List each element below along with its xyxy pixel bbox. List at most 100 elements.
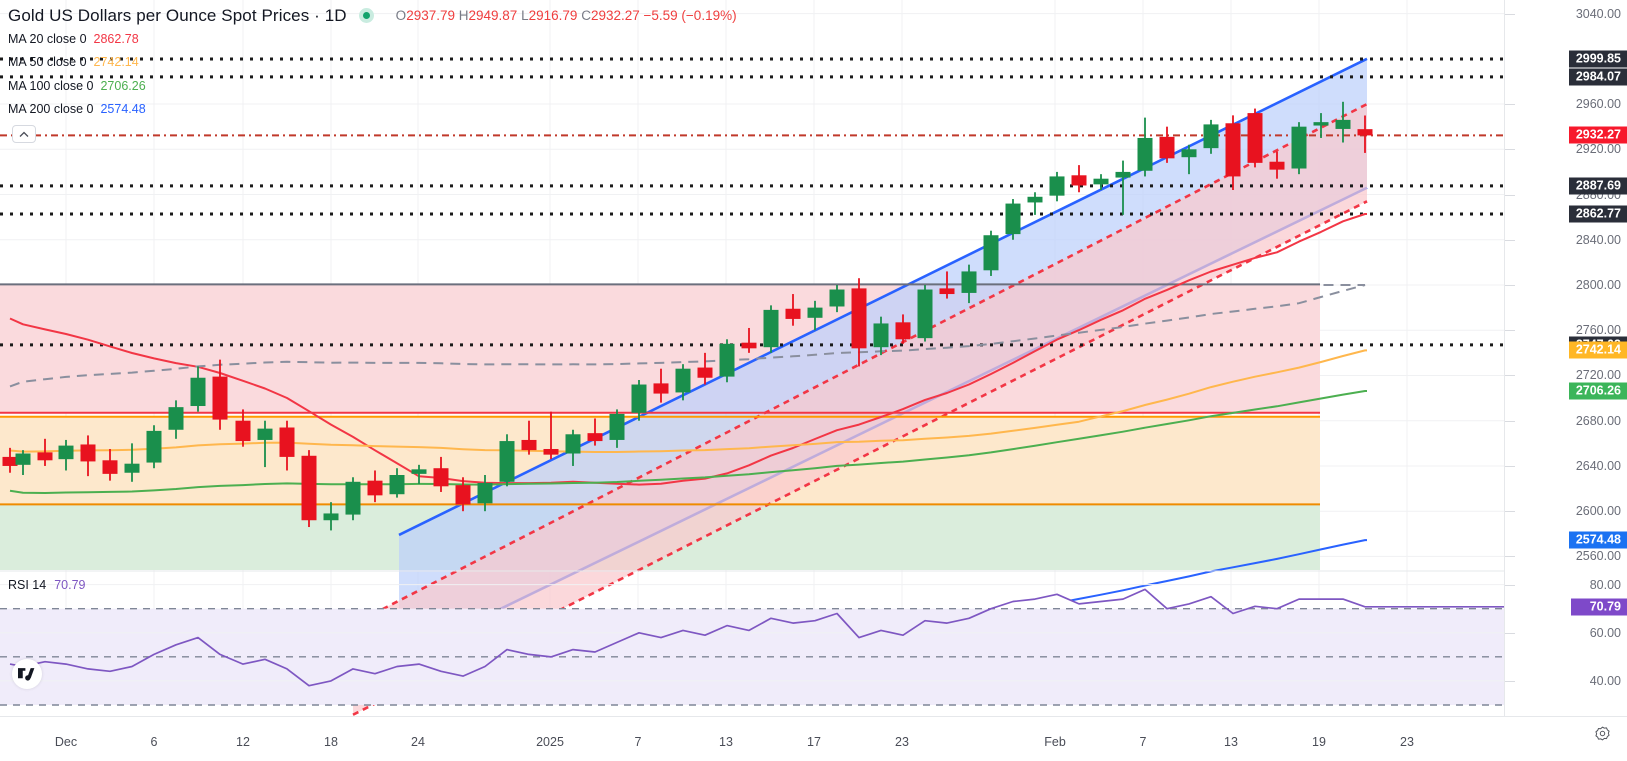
candle-body — [653, 383, 669, 394]
time-axis-tick: 2025 — [536, 735, 564, 749]
time-axis-tick: 23 — [1400, 735, 1414, 749]
candle — [873, 316, 889, 356]
price-badge-ma100[interactable]: 2706.26 — [1568, 382, 1627, 400]
price-badge-level[interactable]: 2999.85 — [1568, 50, 1627, 68]
candle — [565, 429, 581, 466]
candle-body — [323, 513, 339, 521]
time-axis-tick: 13 — [1224, 735, 1238, 749]
candle — [168, 400, 184, 439]
candle-body — [2, 456, 18, 466]
candle-body — [455, 485, 471, 505]
ma-line-dashed — [9, 284, 1366, 388]
candle-body — [829, 289, 845, 307]
time-axis-tick: Feb — [1044, 735, 1066, 749]
candle — [763, 305, 779, 353]
rsi-legend[interactable]: RSI 14 70.79 — [8, 578, 86, 592]
candle-body — [851, 288, 867, 349]
candle-body — [345, 481, 361, 515]
price-badge-level[interactable]: 2862.77 — [1568, 205, 1627, 223]
candle-body — [697, 367, 713, 378]
candle-body — [433, 468, 449, 487]
price-badge-ma200[interactable]: 2574.48 — [1568, 531, 1627, 549]
candle-body — [983, 235, 999, 271]
price-badge-last-price[interactable]: 2932.27 — [1568, 126, 1627, 144]
candle-body — [1335, 119, 1351, 129]
candle — [411, 464, 427, 485]
candle-body — [1071, 175, 1087, 186]
candle — [1027, 192, 1043, 215]
candle — [301, 450, 317, 528]
candle — [719, 339, 735, 383]
candle — [433, 456, 449, 492]
price-axis-tick-mark — [1505, 330, 1515, 332]
candle-body — [873, 323, 889, 348]
candle — [961, 264, 977, 304]
rsi-axis-tick-mark — [1505, 584, 1515, 586]
price-axis-tick-mark — [1505, 104, 1515, 106]
time-axis-tick: 7 — [634, 735, 642, 749]
candle-body — [1159, 136, 1175, 159]
candle-body — [1049, 176, 1065, 196]
candle — [1225, 115, 1241, 190]
candle — [983, 230, 999, 276]
price-axis[interactable]: 3040.00 2960.00 2920.00 2880.00 2840.00 2800.… — [1505, 0, 1627, 761]
channel-edge-red-ascending-channel-upper — [352, 102, 1368, 626]
candle — [631, 380, 647, 421]
candle-body — [235, 420, 251, 442]
candle-body — [961, 271, 977, 293]
candle-body — [763, 309, 779, 348]
candle-body — [1137, 137, 1153, 171]
price-axis-tick-mark — [1505, 420, 1515, 422]
time-axis-tick: 23 — [895, 735, 909, 749]
rsi-axis-tick: 40.00 — [1589, 673, 1621, 688]
candle-body — [37, 452, 53, 461]
time-axis-tick: Dec — [54, 735, 78, 749]
candle — [1269, 151, 1285, 179]
price-badge-ma50[interactable]: 2742.14 — [1568, 341, 1627, 359]
chevron-up-icon[interactable] — [12, 125, 36, 143]
candle-body — [675, 368, 691, 393]
price-axis-tick: 2600.00 — [1575, 504, 1621, 519]
candle-body — [499, 441, 515, 482]
time-axis[interactable]: Dec 6 12 18 24 2025 7 13 17 23 Feb 7 13 19 23 — [0, 716, 1627, 761]
gear-icon[interactable] — [1594, 725, 1611, 747]
candle — [455, 477, 471, 512]
candle-body — [15, 453, 31, 465]
candle-body — [411, 469, 427, 474]
candle-body — [719, 343, 735, 377]
candle-body — [190, 377, 206, 407]
tradingview-logo-icon[interactable] — [12, 659, 42, 689]
time-axis-tick: 18 — [324, 735, 338, 749]
candle-body — [521, 439, 537, 451]
candle-body — [741, 342, 757, 349]
candle — [675, 364, 691, 401]
price-axis-tick-mark — [1505, 465, 1515, 467]
candle — [477, 475, 493, 512]
candle — [345, 477, 361, 521]
candle — [2, 447, 18, 473]
candle — [367, 470, 383, 503]
price-badge-level[interactable]: 2984.07 — [1568, 68, 1627, 86]
candle-body — [1093, 178, 1109, 185]
candle — [1335, 101, 1351, 143]
time-axis-tick: 17 — [807, 735, 821, 749]
time-axis-tick: 13 — [719, 735, 733, 749]
rsi-axis-tick: 80.00 — [1589, 577, 1621, 592]
price-axis-tick: 3040.00 — [1575, 6, 1621, 21]
candle-body — [1357, 129, 1373, 136]
time-axis-tick: 12 — [236, 735, 250, 749]
candle-body — [1181, 149, 1197, 158]
candle — [521, 420, 537, 455]
price-badge-level[interactable]: 2887.69 — [1568, 177, 1627, 195]
price-axis-tick: 2720.00 — [1575, 368, 1621, 383]
candle-body — [168, 407, 184, 430]
ma-line-20 — [9, 213, 1367, 486]
candle — [124, 443, 140, 482]
candle — [1049, 171, 1065, 202]
candle-body — [631, 384, 647, 413]
rsi-value-badge[interactable]: 70.79 — [1571, 598, 1627, 616]
candle — [917, 285, 933, 342]
rsi-axis-tick-mark — [1505, 632, 1515, 634]
